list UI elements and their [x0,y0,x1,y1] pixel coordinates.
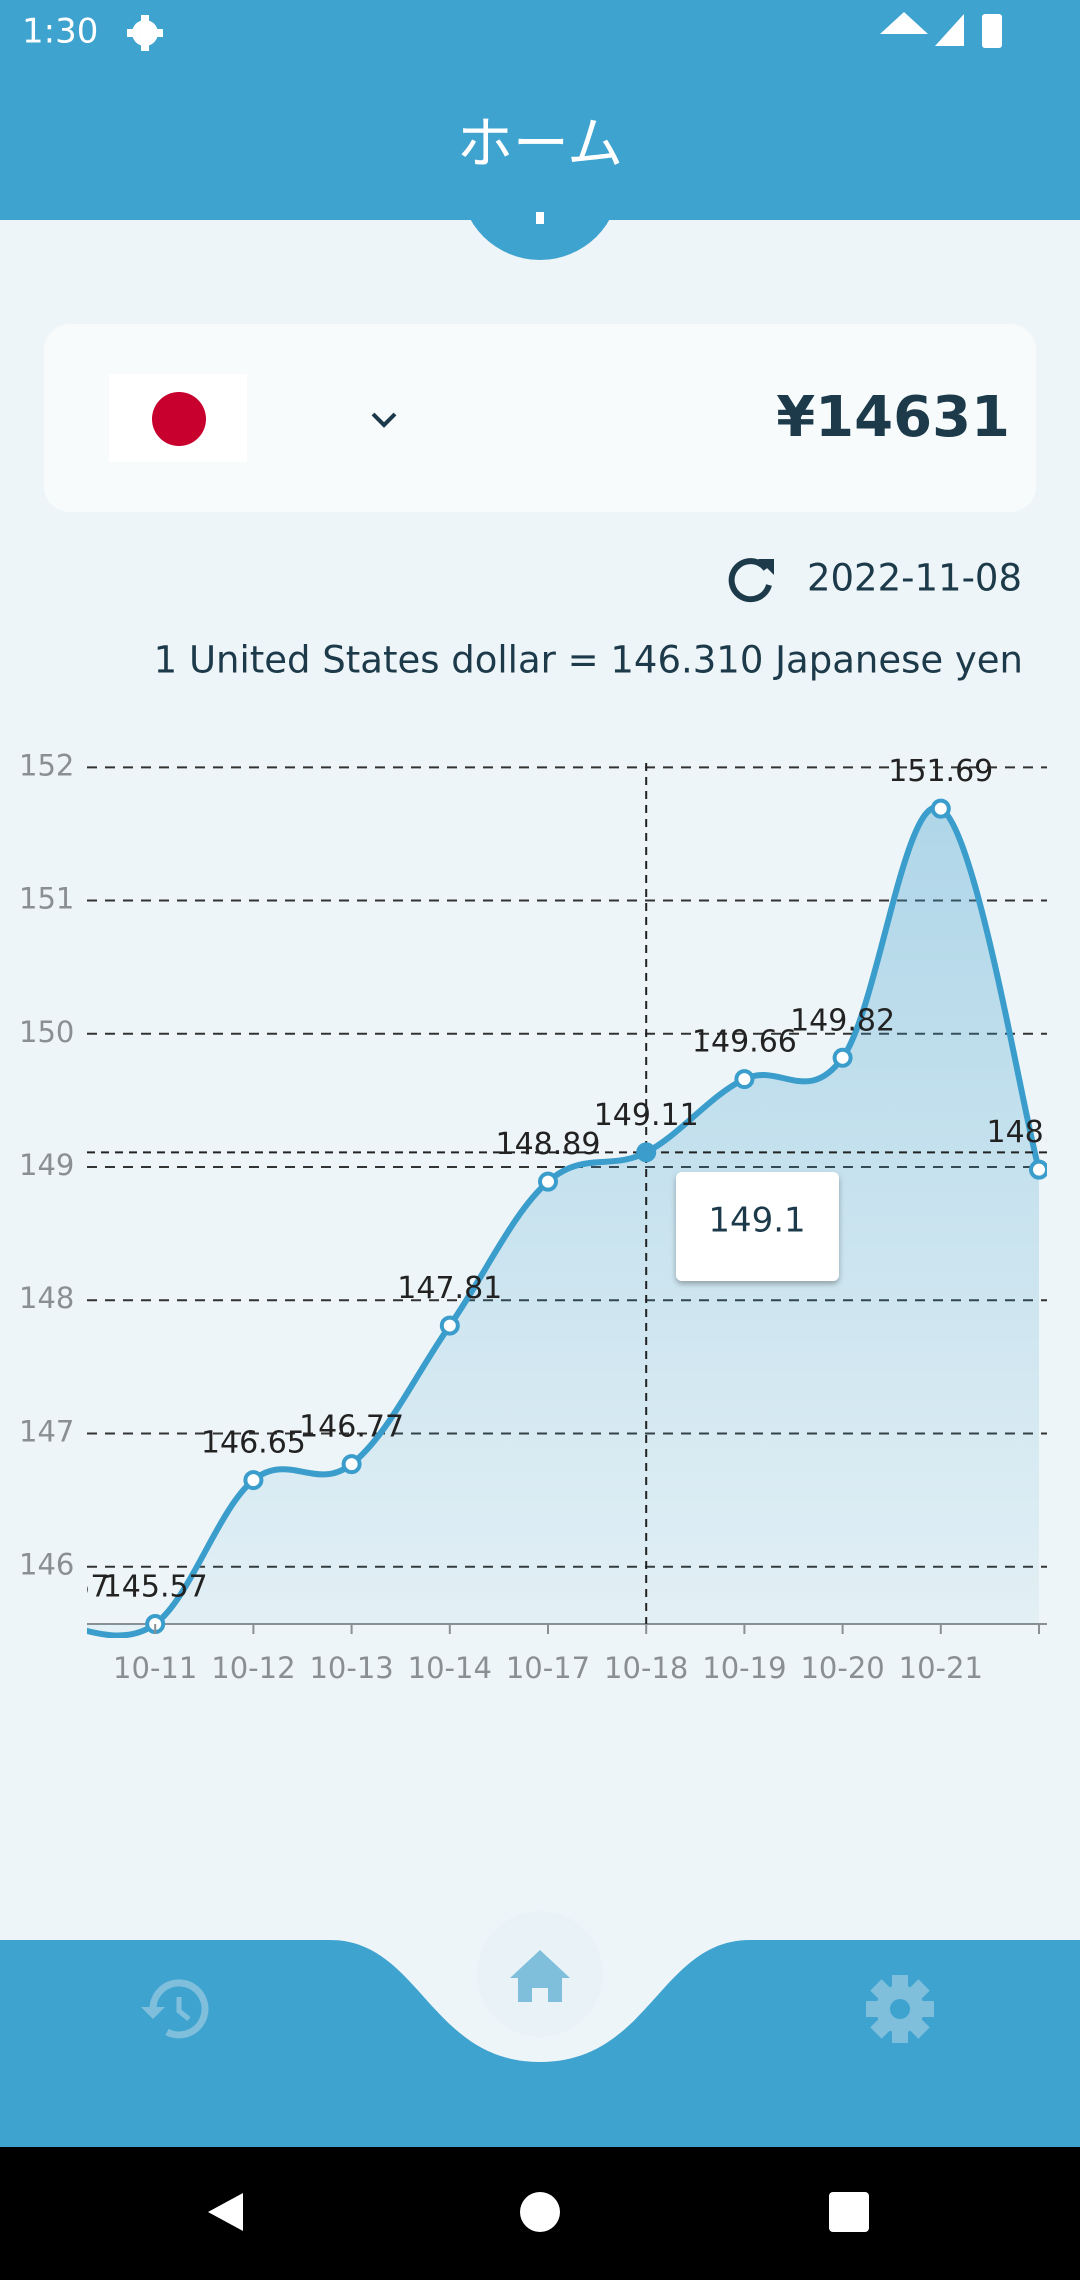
x-tick-label: 10-19 [702,1651,786,1685]
back-button[interactable] [208,2193,243,2231]
app-title: ホーム [457,112,623,177]
x-tick-label: 10-21 [899,1651,983,1685]
status-settings-icon [127,15,163,51]
data-label: 145.57 [5,1570,110,1605]
recents-button[interactable] [829,2192,869,2232]
data-point [439,1315,460,1336]
y-tick-label: 149 [19,1148,74,1182]
data-point [538,1171,558,1192]
data-label: 148.98 [987,1115,1080,1150]
x-tick-label: 10-20 [800,1651,884,1685]
data-point [1029,1159,1047,1180]
header-bubble [460,100,620,260]
data-label: 145.57 [103,1570,208,1605]
rate-date: 2022-11-08 [807,557,1022,600]
data-label: 151.69 [888,754,993,789]
x-tick-label: 10-12 [211,1651,295,1685]
bottom-nav [0,1940,1080,2147]
currency-dropdown[interactable] [371,412,397,428]
flag-sun [152,392,206,446]
data-point [243,1470,264,1491]
battery-icon [982,14,1002,48]
y-tick-label: 146 [19,1548,74,1582]
x-tick-label: 10-14 [408,1651,492,1685]
y-tick-label: 150 [19,1015,74,1049]
home-system-button[interactable] [520,2192,560,2232]
data-point [930,798,951,819]
history-button[interactable] [141,1979,209,2039]
wifi-icon [880,12,928,34]
y-tick-label: 148 [19,1281,74,1315]
refresh-button[interactable] [728,558,774,603]
status-time: 1:30 [22,12,98,52]
data-label: 149.66 [692,1025,797,1060]
data-label: 147.81 [397,1271,502,1306]
y-tick-label: 151 [19,882,74,916]
data-label: 146.77 [299,1410,404,1445]
home-icon[interactable] [510,1950,570,2002]
data-label: 149.11 [594,1098,699,1133]
chart: 146147148149150151152145.57145.57146.651… [5,748,1080,1685]
data-point [832,1047,853,1068]
tooltip-text: 149.1 [708,1201,805,1241]
tooltip-box [676,1172,839,1281]
plot-area: 145.57145.57146.65146.77147.81148.89149.… [5,754,1080,1638]
settings-button[interactable] [866,1975,934,2043]
bubble-mark [536,212,544,224]
data-label: 146.65 [201,1426,306,1461]
area [87,807,1039,1636]
data-point [636,1142,657,1163]
x-tick-label: 10-18 [604,1651,688,1685]
signal-icon [935,14,964,46]
line [87,804,1042,1638]
tooltip: 149.1 [676,1172,839,1281]
amount: ¥14631 [776,385,1010,450]
data-point [341,1454,362,1475]
data-label: 148.89 [496,1127,601,1162]
x-tick-label: 10-11 [113,1651,197,1685]
y-tick-label: 152 [19,748,74,782]
rate-text: 1 United States dollar = 146.310 Japanes… [154,639,1023,682]
data-label: 149.82 [790,1003,895,1038]
data-point [734,1069,755,1090]
y-tick-label: 147 [19,1414,74,1448]
converter-card [44,324,1036,512]
x-tick-label: 10-17 [506,1651,590,1685]
x-tick-label: 10-13 [309,1651,393,1685]
